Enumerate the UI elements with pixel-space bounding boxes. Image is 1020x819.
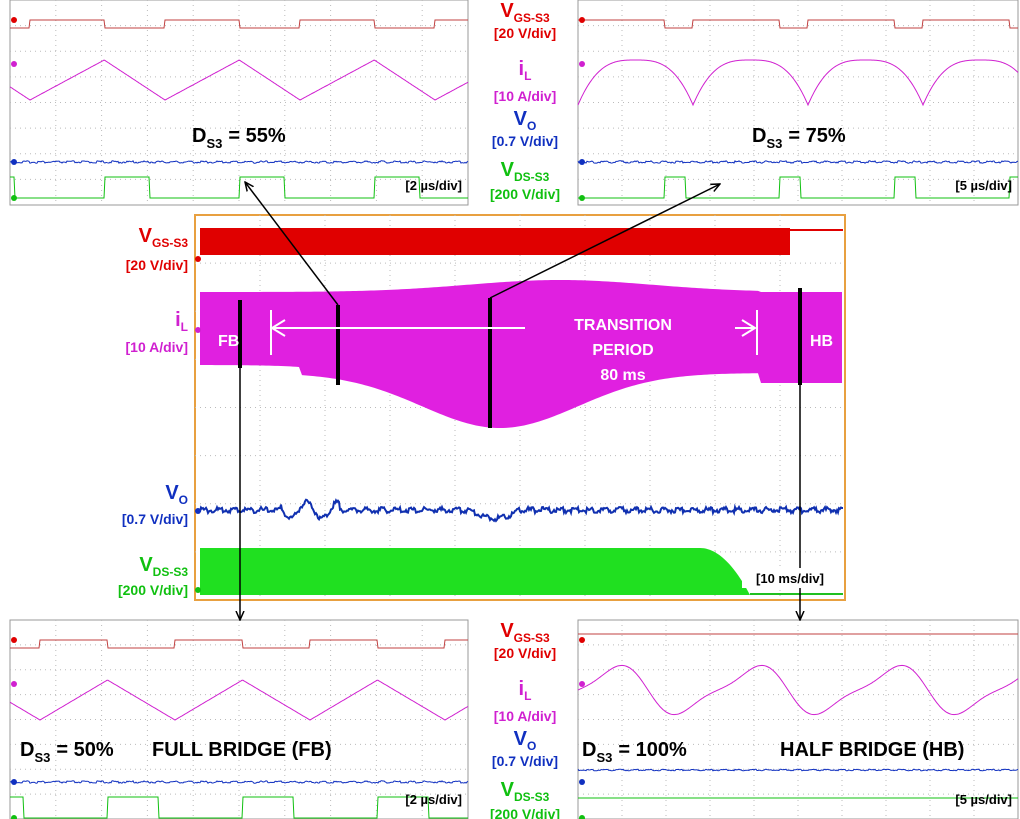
subscript: S3 bbox=[766, 136, 782, 151]
vds-band bbox=[200, 548, 750, 595]
channel-scale: [10 A/div] bbox=[494, 88, 557, 104]
channel-symbol: VO bbox=[514, 108, 537, 133]
channel-scale: [200 V/div] bbox=[490, 806, 560, 819]
symbol: V bbox=[500, 620, 514, 642]
symbol: V bbox=[139, 225, 153, 247]
symbol: V bbox=[501, 779, 515, 801]
symbol: V bbox=[514, 728, 528, 750]
duty-value: = 55% bbox=[228, 125, 285, 147]
channel-marker bbox=[195, 256, 201, 262]
channel-marker bbox=[11, 779, 17, 785]
channel-symbol: VDS-S3 bbox=[501, 779, 550, 804]
channel-marker bbox=[11, 17, 17, 23]
duty-value: = 75% bbox=[788, 125, 845, 147]
subscript: DS-S3 bbox=[153, 565, 189, 579]
symbol: V bbox=[165, 482, 179, 504]
channel-symbol: iL bbox=[175, 309, 188, 334]
subscript: O bbox=[179, 493, 188, 507]
subscript: S3 bbox=[596, 750, 612, 765]
subscript: S3 bbox=[34, 750, 50, 765]
channel-scale: [20 V/div] bbox=[126, 257, 188, 273]
symbol: D bbox=[20, 739, 34, 761]
fb-label: FB bbox=[218, 333, 239, 350]
figure: FBHBTRANSITIONPERIOD80 ms[10 ms/div]VGS-… bbox=[0, 0, 1020, 819]
symbol: V bbox=[500, 0, 514, 22]
subscript: GS-S3 bbox=[514, 631, 550, 645]
channel-marker bbox=[195, 587, 201, 593]
channel-marker bbox=[579, 681, 585, 687]
channel-scale: [200 V/div] bbox=[118, 582, 188, 598]
subscript: L bbox=[181, 320, 188, 334]
channel-symbol: VDS-S3 bbox=[139, 554, 188, 579]
mode-label: FULL BRIDGE (FB) bbox=[152, 739, 332, 761]
scope-frame bbox=[10, 620, 468, 819]
channel-symbol: VGS-S3 bbox=[139, 225, 189, 250]
channel-scale: [0.7 V/div] bbox=[492, 133, 558, 149]
channel-scale: [20 V/div] bbox=[494, 25, 556, 41]
subscript: DS-S3 bbox=[514, 790, 550, 804]
channel-scale: [0.7 V/div] bbox=[122, 511, 188, 527]
subscript: GS-S3 bbox=[514, 11, 550, 25]
channel-marker bbox=[579, 637, 585, 643]
subscript: O bbox=[527, 119, 536, 133]
transition-label: PERIOD bbox=[592, 342, 653, 359]
duty-value: = 50% bbox=[56, 739, 113, 761]
duty-value: = 100% bbox=[618, 739, 687, 761]
channel-symbol: iL bbox=[519, 678, 532, 703]
transition-label: TRANSITION bbox=[574, 317, 672, 334]
channel-symbol: VO bbox=[165, 482, 188, 507]
timebase: [2 µs/div] bbox=[405, 178, 462, 193]
channel-marker bbox=[195, 508, 201, 514]
channel-scale: [10 A/div] bbox=[126, 339, 189, 355]
timebase: [5 µs/div] bbox=[955, 178, 1012, 193]
channel-marker bbox=[11, 195, 17, 201]
channel-scale: [20 V/div] bbox=[494, 645, 556, 661]
subscript: L bbox=[524, 69, 531, 83]
transition-label: 80 ms bbox=[600, 367, 645, 384]
symbol: V bbox=[139, 554, 153, 576]
subscript: L bbox=[524, 689, 531, 703]
channel-scale: [200 V/div] bbox=[490, 186, 560, 202]
symbol: D bbox=[582, 739, 596, 761]
channel-marker bbox=[579, 159, 585, 165]
channel-symbol: VGS-S3 bbox=[500, 0, 550, 25]
channel-marker bbox=[579, 195, 585, 201]
symbol: V bbox=[501, 159, 515, 181]
channel-marker bbox=[11, 637, 17, 643]
channel-symbol: VGS-S3 bbox=[500, 620, 550, 645]
channel-marker bbox=[11, 61, 17, 67]
channel-symbol: VO bbox=[514, 728, 537, 753]
timebase: [5 µs/div] bbox=[955, 792, 1012, 807]
channel-scale: [10 A/div] bbox=[494, 708, 557, 724]
channel-symbol: VDS-S3 bbox=[501, 159, 550, 184]
timebase: [10 ms/div] bbox=[756, 571, 824, 586]
channel-marker bbox=[579, 779, 585, 785]
vgs-band bbox=[200, 228, 790, 255]
timebase: [2 µs/div] bbox=[405, 792, 462, 807]
channel-scale: [0.7 V/div] bbox=[492, 753, 558, 769]
channel-marker bbox=[195, 327, 201, 333]
mode-label: HALF BRIDGE (HB) bbox=[780, 739, 964, 761]
subscript: O bbox=[527, 739, 536, 753]
symbol: D bbox=[192, 125, 206, 147]
subscript: GS-S3 bbox=[152, 236, 188, 250]
page: FBHBTRANSITIONPERIOD80 ms[10 ms/div]VGS-… bbox=[0, 0, 1020, 819]
subscript: S3 bbox=[206, 136, 222, 151]
hb-label: HB bbox=[810, 333, 833, 350]
channel-marker bbox=[579, 17, 585, 23]
symbol: D bbox=[752, 125, 766, 147]
symbol: V bbox=[514, 108, 528, 130]
channel-marker bbox=[11, 159, 17, 165]
channel-marker bbox=[579, 61, 585, 67]
channel-symbol: iL bbox=[519, 58, 532, 83]
channel-marker bbox=[11, 681, 17, 687]
subscript: DS-S3 bbox=[514, 170, 550, 184]
